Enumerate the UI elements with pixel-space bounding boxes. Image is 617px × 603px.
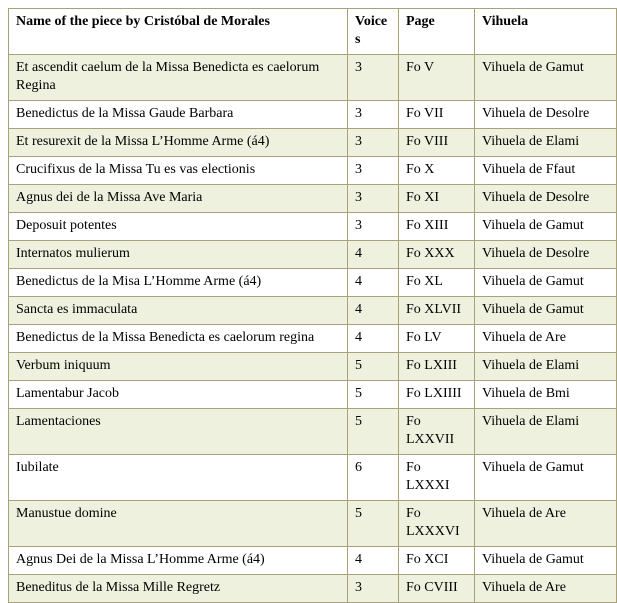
piece-name-cell: Lamentabur Jacob [8, 380, 348, 409]
table-row: Benedictus de la Misa L’Homme Arme (á4) … [8, 268, 617, 297]
voices-cell: 4 [347, 546, 399, 575]
table-row: Crucifixus de la Missa Tu es vas electio… [8, 156, 617, 185]
page-cell: Fo XI [398, 184, 475, 213]
vihuela-cell: Vihuela de Elami [474, 128, 617, 157]
vihuela-cell: Vihuela de Gamut [474, 212, 617, 241]
table-row: Sancta es immaculata 4 Fo XLVII Vihuela … [8, 296, 617, 325]
vihuela-cell: Vihuela de Gamut [474, 454, 617, 501]
vihuela-cell: Vihuela de Ffaut [474, 156, 617, 185]
page-cell: Fo XL [398, 268, 475, 297]
piece-name-cell: Benedictus de la Missa Benedicta es cael… [8, 324, 348, 353]
voices-cell: 4 [347, 268, 399, 297]
voices-cell: 4 [347, 296, 399, 325]
vihuela-cell: Vihuela de Gamut [474, 54, 617, 101]
voices-cell: 3 [347, 574, 399, 603]
page-cell: Fo XCI [398, 546, 475, 575]
vihuela-cell: Vihuela de Desolre [474, 184, 617, 213]
piece-name-cell: Sancta es immaculata [8, 296, 348, 325]
voices-cell: 4 [347, 240, 399, 269]
table-row: Et resurexit de la Missa L’Homme Arme (á… [8, 128, 617, 157]
vihuela-cell: Vihuela de Elami [474, 408, 617, 455]
voices-cell: 3 [347, 156, 399, 185]
vihuela-cell: Vihuela de Are [474, 500, 617, 547]
table-row: Lamentaciones 5 Fo LXXVII Vihuela de Ela… [8, 408, 617, 455]
table-row: Internatos mulierum 4 Fo XXX Vihuela de … [8, 240, 617, 269]
voices-cell: 3 [347, 100, 399, 129]
page-cell: Fo CVIII [398, 574, 475, 603]
column-header-page: Page [398, 8, 475, 55]
page-cell: Fo VIII [398, 128, 475, 157]
piece-name-cell: Iubilate [8, 454, 348, 501]
vihuela-cell: Vihuela de Desolre [474, 100, 617, 129]
table-row: Agnus Dei de la Missa L’Homme Arme (á4) … [8, 546, 617, 575]
page-cell: Fo XXX [398, 240, 475, 269]
voices-cell: 5 [347, 500, 399, 547]
piece-name-cell: Agnus dei de la Missa Ave Maria [8, 184, 348, 213]
table-header: Name of the piece by Cristóbal de Morale… [8, 8, 617, 55]
page-cell: Fo LXXXVI [398, 500, 475, 547]
vihuela-cell: Vihuela de Gamut [474, 268, 617, 297]
vihuela-cell: Vihuela de Gamut [474, 546, 617, 575]
page-cell: Fo LXIII [398, 352, 475, 381]
piece-name-cell: Deposuit potentes [8, 212, 348, 241]
table-row: Benedictus de la Missa Gaude Barbara 3 F… [8, 100, 617, 129]
voices-cell: 5 [347, 380, 399, 409]
voices-cell: 3 [347, 212, 399, 241]
table-body: Et ascendit caelum de la Missa Benedicta… [8, 54, 617, 603]
voices-cell: 6 [347, 454, 399, 501]
table-row: Benedictus de la Missa Benedicta es cael… [8, 324, 617, 353]
table-row: Agnus dei de la Missa Ave Maria 3 Fo XI … [8, 184, 617, 213]
vihuela-cell: Vihuela de Bmi [474, 380, 617, 409]
vihuela-cell: Vihuela de Are [474, 324, 617, 353]
voices-cell: 3 [347, 184, 399, 213]
page-cell: Fo LXIIII [398, 380, 475, 409]
table-row: Verbum iniquum 5 Fo LXIII Vihuela de Ela… [8, 352, 617, 381]
piece-name-cell: Agnus Dei de la Missa L’Homme Arme (á4) [8, 546, 348, 575]
piece-name-cell: Manustue domine [8, 500, 348, 547]
column-header-name: Name of the piece by Cristóbal de Morale… [8, 8, 348, 55]
piece-name-cell: Benedictus de la Misa L’Homme Arme (á4) [8, 268, 348, 297]
piece-name-cell: Lamentaciones [8, 408, 348, 455]
header-row: Name of the piece by Cristóbal de Morale… [8, 8, 617, 55]
table-row: Beneditus de la Missa Mille Regretz 3 Fo… [8, 574, 617, 603]
page-cell: Fo XLVII [398, 296, 475, 325]
page-cell: Fo LV [398, 324, 475, 353]
table-row: Lamentabur Jacob 5 Fo LXIIII Vihuela de … [8, 380, 617, 409]
vihuela-cell: Vihuela de Are [474, 574, 617, 603]
piece-name-cell: Crucifixus de la Missa Tu es vas electio… [8, 156, 348, 185]
voices-cell: 5 [347, 408, 399, 455]
page-cell: Fo X [398, 156, 475, 185]
piece-name-cell: Et resurexit de la Missa L’Homme Arme (á… [8, 128, 348, 157]
piece-name-cell: Internatos mulierum [8, 240, 348, 269]
piece-name-cell: Beneditus de la Missa Mille Regretz [8, 574, 348, 603]
column-header-voices: Voices [347, 8, 399, 55]
voices-cell: 3 [347, 54, 399, 101]
table-row: Manustue domine 5 Fo LXXXVI Vihuela de A… [8, 500, 617, 547]
voices-cell: 5 [347, 352, 399, 381]
morales-pieces-table: Name of the piece by Cristóbal de Morale… [8, 8, 617, 603]
page-cell: Fo V [398, 54, 475, 101]
voices-cell: 3 [347, 128, 399, 157]
page-cell: Fo LXXVII [398, 408, 475, 455]
table-row: Deposuit potentes 3 Fo XIII Vihuela de G… [8, 212, 617, 241]
page-cell: Fo XIII [398, 212, 475, 241]
vihuela-cell: Vihuela de Gamut [474, 296, 617, 325]
table-row: Et ascendit caelum de la Missa Benedicta… [8, 54, 617, 101]
voices-cell: 4 [347, 324, 399, 353]
page-cell: Fo LXXXI [398, 454, 475, 501]
piece-name-cell: Et ascendit caelum de la Missa Benedicta… [8, 54, 348, 101]
piece-name-cell: Verbum iniquum [8, 352, 348, 381]
vihuela-cell: Vihuela de Desolre [474, 240, 617, 269]
table-row: Iubilate 6 Fo LXXXI Vihuela de Gamut [8, 454, 617, 501]
piece-name-cell: Benedictus de la Missa Gaude Barbara [8, 100, 348, 129]
page-cell: Fo VII [398, 100, 475, 129]
column-header-vihuela: Vihuela [474, 8, 617, 55]
vihuela-cell: Vihuela de Elami [474, 352, 617, 381]
